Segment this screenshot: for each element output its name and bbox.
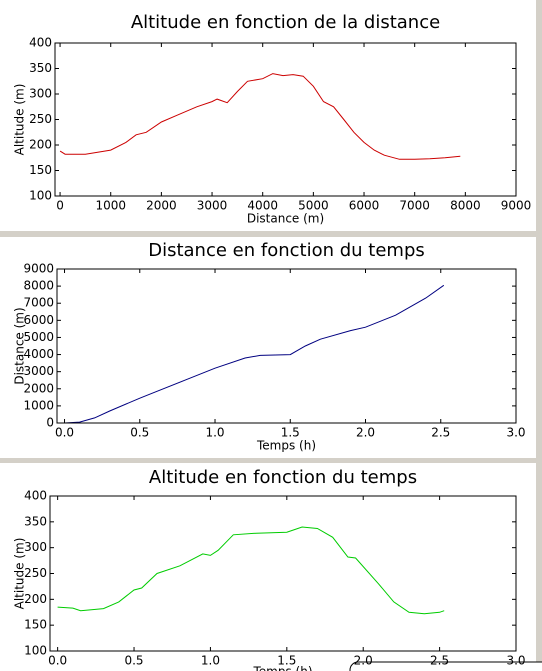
x-axis-label: Distance (m) <box>247 212 324 226</box>
panel <box>0 0 536 231</box>
y-tick-label: 200 <box>24 592 47 606</box>
y-axis-label: Altitude (m) <box>13 538 27 610</box>
y-tick-label: 2000 <box>23 381 54 395</box>
y-tick-label: 400 <box>24 489 47 503</box>
data-line <box>57 526 445 615</box>
y-tick-label: 200 <box>29 138 52 152</box>
y-tick-label: 300 <box>24 540 47 554</box>
y-tick-label: 300 <box>29 87 52 101</box>
x-tick-label: 0.0 <box>48 654 67 668</box>
y-tick-label: 5000 <box>23 330 54 344</box>
y-tick-label: 350 <box>29 61 52 75</box>
y-tick-label: 0 <box>46 416 54 430</box>
x-tick-label: 8000 <box>450 199 481 213</box>
y-tick-label: 1000 <box>23 398 54 412</box>
y-tick-label: 4000 <box>23 347 54 361</box>
x-tick-label: 6000 <box>349 199 380 213</box>
x-tick-label: 2.0 <box>354 654 373 668</box>
x-tick-label: 0.5 <box>130 426 149 440</box>
y-tick-label: 250 <box>24 566 47 580</box>
chart-title: Distance en fonction du temps <box>148 240 425 261</box>
y-tick-label: 100 <box>29 189 52 203</box>
x-tick-label: 2.0 <box>356 426 375 440</box>
y-axis-label: Distance (m) <box>13 307 27 384</box>
y-tick-label: 6000 <box>23 313 54 327</box>
y-tick-label: 150 <box>24 618 47 632</box>
panel <box>0 237 536 458</box>
x-tick-label: 2.5 <box>431 426 450 440</box>
x-axis-label: Temps (h) <box>252 665 312 671</box>
x-tick-label: 9000 <box>501 199 532 213</box>
plot-frame <box>49 495 517 652</box>
y-tick-label: 400 <box>29 36 52 50</box>
y-tick-label: 9000 <box>23 262 54 276</box>
x-tick-label: 4000 <box>247 199 278 213</box>
y-tick-label: 3000 <box>23 364 54 378</box>
x-tick-label: 1.5 <box>277 654 296 668</box>
y-tick-label: 150 <box>29 163 52 177</box>
x-tick-label: 1.0 <box>205 426 224 440</box>
x-tick-label: 1.5 <box>281 426 300 440</box>
x-tick-label: 7000 <box>399 199 430 213</box>
x-tick-label: 5000 <box>298 199 329 213</box>
plot-frame <box>54 42 517 197</box>
data-line <box>64 284 445 424</box>
x-tick-label: 0.0 <box>55 426 74 440</box>
chart-title: Altitude en fonction de la distance <box>131 12 440 33</box>
y-tick-label: 8000 <box>23 279 54 293</box>
x-tick-label: 2000 <box>146 199 177 213</box>
x-axis-label: Temps (h) <box>256 439 316 453</box>
y-tick-label: 250 <box>29 112 52 126</box>
plot-frame <box>56 268 517 424</box>
x-tick-label: 1000 <box>95 199 126 213</box>
chart-title: Altitude en fonction du temps <box>149 467 417 488</box>
y-tick-label: 7000 <box>23 296 54 310</box>
y-tick-label: 100 <box>24 644 47 658</box>
y-tick-label: 350 <box>24 514 47 528</box>
y-axis-label: Altitude (m) <box>13 84 27 156</box>
x-tick-label: 0.5 <box>124 654 143 668</box>
x-tick-label: 3000 <box>197 199 228 213</box>
x-tick-label: 2.5 <box>430 654 449 668</box>
data-line <box>59 73 461 160</box>
x-tick-label: 1.0 <box>201 654 220 668</box>
panel <box>0 463 536 671</box>
widget-box <box>349 661 542 671</box>
x-tick-label: 3.0 <box>506 426 525 440</box>
x-tick-label: 0 <box>56 199 64 213</box>
x-tick-label: 3.0 <box>506 654 525 668</box>
